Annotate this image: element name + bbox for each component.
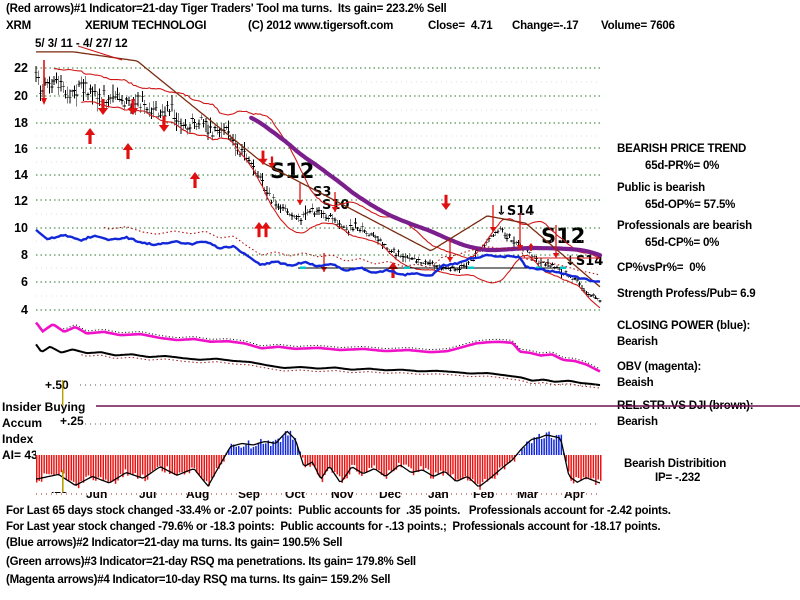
date-range: 5/ 3/ 11 - 4/ 27/ 12 [35, 38, 128, 50]
x-axis-label-feb: Feb [473, 487, 495, 501]
y-axis-label-22: 22 [14, 61, 28, 75]
indicator-2-headline: (Blue arrows)#2 Indicator=21-day ma turn… [6, 537, 343, 549]
x-axis-label-dec: Dec [379, 487, 402, 501]
ticker-symbol: XRM [6, 20, 31, 32]
y-axis-label-20: 20 [14, 89, 28, 103]
x-axis-label-nov: Nov [331, 487, 354, 501]
public-sentiment-title: Public is bearish [617, 182, 705, 194]
y-axis-label-8: 8 [21, 248, 28, 262]
annotation-s14-right: ↓S14 [565, 254, 604, 269]
annotation-s10: S10 [322, 198, 350, 213]
x-axis-label-jul: Jul [139, 487, 157, 501]
indicator-1-headline: (Red arrows)#1 Indicator=21-day Tiger Tr… [6, 3, 447, 15]
distribution-value: IP= -.232 [655, 472, 701, 484]
footer-65day-summary: For Last 65 days stock changed -33.4% or… [6, 505, 671, 517]
rel-str-value: Bearish [617, 416, 658, 428]
y-axis-label-4: 4 [21, 303, 28, 317]
indicator-3-headline: (Green arrows)#3 Indicator=21-day RSQ ma… [6, 556, 416, 568]
label-index: Index [2, 432, 34, 446]
public-sentiment-value: 65d-OP%= 57.5% [645, 199, 736, 211]
obv-value: Beaish [617, 377, 654, 389]
annotation-s12-right: S12 [541, 224, 586, 248]
label-plus-25: +.25 [60, 414, 84, 428]
y-axis-label-14: 14 [14, 168, 28, 182]
volume-value: Volume= 7606 [601, 20, 675, 32]
indicator-4-headline: (Magenta arrows)#4 Indicator=10-day RSQ … [6, 574, 391, 586]
y-axis-label-16: 16 [14, 142, 28, 156]
x-axis-label-mar: Mar [517, 487, 539, 501]
x-axis-label-jun: Jun [86, 487, 108, 501]
label-ai-value: AI= 43/200 [2, 448, 62, 462]
label-plus-50: +.50 [45, 378, 69, 392]
x-axis-label-oct: Oct [285, 487, 306, 501]
change-value: Change=-.17 [512, 20, 579, 32]
rel-str-title: REL.STR..VS DJI (brown): [617, 400, 754, 412]
y-axis-label-12: 12 [14, 194, 28, 208]
closing-power-title: CLOSING POWER (blue): [617, 320, 751, 332]
annotation-s14-top: ↓S14 [496, 204, 535, 219]
y-axis-label-18: 18 [14, 116, 28, 130]
copyright-notice: (C) 2012 www.tigersoft.com [248, 20, 394, 32]
label-minus-25: -.25 [47, 482, 68, 496]
bearish-price-trend-value: 65d-PR%= 0% [645, 160, 720, 172]
x-axis-label-aug: Aug [186, 487, 210, 501]
footer-year-summary: For Last year stock changed -79.6% or -1… [6, 521, 661, 533]
professional-sentiment-title: Professionals are bearish [617, 220, 752, 232]
close-value: Close= 4.71 [428, 20, 493, 32]
x-axis-label-sep: Sep [238, 487, 261, 501]
label-insider-buying: Insider Buying [2, 400, 86, 414]
x-axis-label-jan: Jan [428, 487, 449, 501]
strength-profess-pub-value: Strength Profess/Pub= 6.9 [617, 288, 756, 300]
bearish-price-trend-title: BEARISH PRICE TREND [617, 143, 747, 155]
annotation-s12-left: S12 [270, 159, 315, 183]
label-accum: Accum [2, 416, 43, 430]
obv-title: OBV (magenta): [617, 361, 702, 373]
y-axis-label-6: 6 [21, 275, 28, 289]
x-axis-label-apr: Apr [564, 487, 585, 501]
closing-power-value: Bearish [617, 336, 658, 348]
y-axis-label-10: 10 [14, 221, 28, 235]
distribution-title: Bearish Distribition [624, 458, 727, 470]
cp-vs-pr-value: CP%vsPr%= 0% [617, 262, 706, 274]
professional-sentiment-value: 65d-CP%= 0% [645, 237, 720, 249]
company-name: XERIUM TECHNOLOGI [85, 20, 207, 32]
